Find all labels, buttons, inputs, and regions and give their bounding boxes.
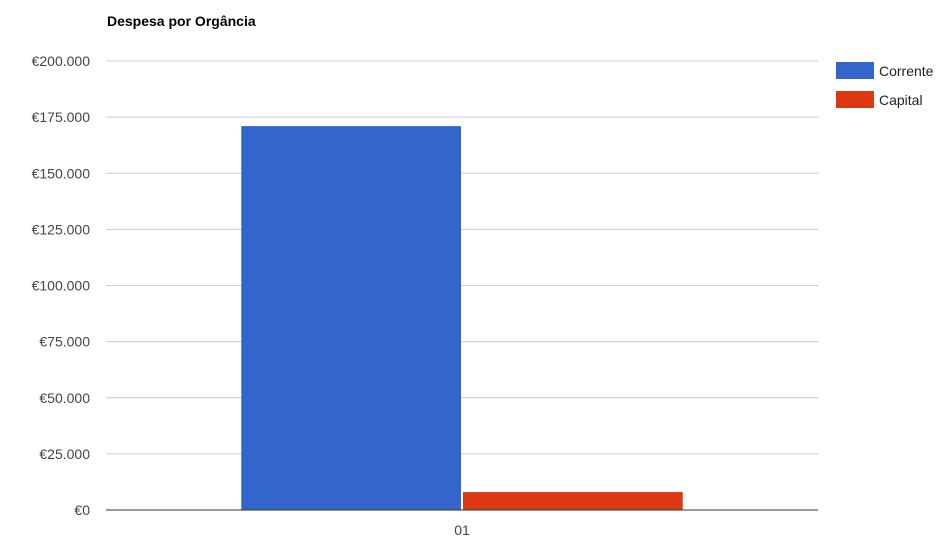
y-tick-label: €50.000	[39, 390, 90, 406]
y-tick-label: €75.000	[39, 334, 90, 350]
legend-swatch-corrente	[836, 62, 874, 79]
x-tick-label: 01	[454, 522, 470, 538]
bar-capital	[463, 492, 683, 510]
y-tick-label: €25.000	[39, 446, 90, 462]
bar-corrente	[241, 126, 461, 510]
gridlines	[106, 60, 818, 455]
y-tick-label: €125.000	[32, 221, 91, 237]
legend-label-capital: Capital	[879, 92, 923, 108]
legend-swatch-capital	[836, 91, 874, 108]
y-tick-label: €200.000	[32, 53, 91, 69]
x-axis-ticks: 01	[454, 522, 470, 538]
legend-label-corrente: Corrente	[879, 63, 934, 79]
y-tick-label: €0	[74, 502, 90, 518]
chart-title: Despesa por Orgância	[107, 13, 256, 29]
bars	[241, 126, 683, 510]
y-tick-label: €150.000	[32, 165, 91, 181]
y-axis-ticks: €0 €25.000 €50.000 €75.000 €100.000 €125.000 €…	[32, 53, 91, 518]
legend: Corrente Capital	[836, 62, 934, 108]
y-tick-label: €100.000	[32, 278, 91, 294]
y-tick-label: €175.000	[32, 109, 91, 125]
